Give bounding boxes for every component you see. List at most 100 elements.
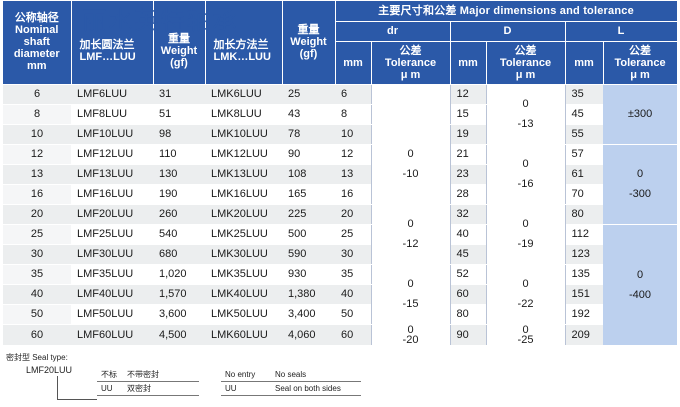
header-weight-2: 重量 Weight (gf) (282, 1, 336, 85)
tol-D-3-upper: 0 (522, 218, 529, 230)
header-weight-2-cn: 重量 (297, 24, 320, 37)
cell-lmf: LMF60LUU (71, 324, 153, 346)
header-weight-1-cn: 重量 (168, 33, 190, 46)
cell-lmk: LMK6LUU (205, 84, 282, 105)
table-header: 公称轴径 Nominal shaft diameter mm 加长圆法兰 LMF… (3, 1, 678, 85)
table-row: 8 LMF8LUU 51 LMK8LUU 43 8 15 45 (3, 104, 677, 125)
cell-dr: 6 (335, 84, 371, 105)
cell-lmk: LMK50LUU (205, 304, 282, 325)
cell-lmk: LMK10LUU (205, 124, 282, 145)
header-dr-tol-cn: 公差 (399, 44, 422, 57)
cell-lmf: LMF10LUU (71, 124, 153, 145)
cell-D: 90 (450, 324, 486, 346)
table-row: 40 LMF40LUU 1,570 LMK40LUU 1,380 40 60 1… (3, 284, 677, 305)
table-row: 60 LMF60LUU 4,500 LMK60LUU 4,060 60 0 -20… (3, 324, 677, 346)
cell-weight-1: 190 (153, 184, 205, 205)
tol-D-2-lower: -16 (517, 178, 534, 190)
header-D-tol-cn: 公差 (514, 44, 537, 57)
cell-lmf: LMF30LUU (71, 244, 153, 265)
cell-D: 60 (450, 284, 486, 305)
table-row: 30 LMF30LUU 680 LMK30LUU 590 30 45 123 (3, 244, 677, 265)
header-lmf-code: LMF…LUU (79, 51, 136, 64)
cell-weight-2: 590 (282, 244, 335, 265)
cell-dr: 12 (335, 144, 371, 165)
cell-shaft: 25 (3, 224, 71, 245)
cell-weight-2: 4,060 (282, 324, 335, 346)
seal-code-en: No entry (221, 368, 271, 382)
cell-shaft: 16 (3, 184, 71, 205)
cell-L: 123 (565, 244, 603, 265)
cell-L: 35 (565, 84, 603, 105)
cell-D: 19 (450, 124, 486, 145)
table-row: 12 LMF12LUU 110 LMK12LUU 90 12 21 0 -16 5… (3, 144, 678, 225)
cell-shaft: 8 (3, 104, 71, 125)
cell-L: 80 (565, 204, 603, 225)
tol-dr-3-upper: 0 (407, 218, 414, 230)
cell-lmk: LMK16LUU (205, 184, 282, 205)
table-body: 6 LMF6LUU 31 LMK6LUU 25 6 12 0 -13 35 ±30… (3, 84, 678, 346)
cell-dr: 25 (335, 224, 371, 245)
header-lmf-spacer (80, 21, 150, 39)
header-lmk-spacer (214, 21, 279, 39)
cell-L: 151 (565, 284, 603, 305)
cell-weight-1: 1,020 (153, 264, 205, 285)
cell-weight-2: 108 (282, 164, 335, 185)
seal-desc-en: No seals (271, 368, 361, 382)
cell-weight-1: 3,600 (153, 304, 205, 325)
cell-L: 209 (565, 324, 603, 346)
cell-weight-1: 130 (153, 164, 205, 185)
header-L-tol-cn: 公差 (629, 44, 652, 57)
cell-weight-2: 90 (282, 144, 335, 165)
header-D-tol-en: Tolerance (499, 56, 552, 69)
cell-weight-1: 540 (153, 224, 205, 245)
header-dr-mm: mm (335, 41, 372, 85)
header-dr-tol: 公差 Tolerance μ m (371, 41, 451, 85)
tol-dr-3-lower: -12 (402, 238, 419, 250)
cell-weight-1: 260 (153, 204, 205, 225)
cell-lmf: LMF20LUU (71, 204, 153, 225)
cell-dr: 60 (335, 324, 371, 346)
header-shaft-en1: Nominal (15, 24, 59, 37)
tol-D-5-upper: 0 (522, 324, 529, 336)
seal-desc-en: Seal on both sides (271, 381, 361, 396)
cell-lmf: LMF8LUU (71, 104, 153, 125)
tol-D-1-lower: -13 (517, 118, 534, 130)
header-weight-1-spacer (157, 15, 202, 33)
tol-dr-5-lower: -20 (402, 333, 419, 345)
table-row: 16 LMF16LUU 190 LMK16LUU 165 16 28 70 (3, 184, 677, 205)
seal-desc-cn: 不带密封 (123, 368, 199, 382)
cell-dr: 30 (335, 244, 371, 265)
cell-weight-2: 930 (282, 264, 335, 285)
header-lmf-cn: 加长圆法兰 (79, 39, 135, 52)
tol-D-3-lower: -19 (517, 238, 534, 250)
cell-shaft: 50 (3, 304, 71, 325)
cell-shaft: 60 (3, 324, 71, 346)
cell-lmk: LMK13LUU (205, 164, 282, 185)
cell-D: 52 (450, 264, 486, 285)
cell-L: 70 (565, 184, 603, 205)
tol-D-2-upper: 0 (522, 158, 529, 170)
tol-L-3-lower: -400 (629, 288, 652, 301)
seal-connector-vertical (57, 376, 58, 400)
header-lmf: 加长圆法兰 LMF…LUU (71, 1, 154, 85)
cell-lmk: LMK30LUU (205, 244, 282, 265)
cell-lmk: LMK40LUU (205, 284, 282, 305)
cell-weight-1: 680 (153, 244, 205, 265)
tol-L-3-upper: 0 (636, 268, 644, 281)
table-row: 50 LMF50LUU 3,600 LMK50LUU 3,400 50 80 1… (3, 304, 677, 325)
tol-dr-2-upper: 0 (407, 148, 414, 160)
cell-weight-2: 165 (282, 184, 335, 205)
cell-L: 45 (565, 104, 603, 125)
spec-table: 公称轴径 Nominal shaft diameter mm 加长圆法兰 LMF… (3, 1, 678, 346)
seal-code-en: UU (221, 381, 271, 396)
cell-lmk: LMK60LUU (205, 324, 282, 346)
cell-dr: 13 (335, 164, 371, 185)
cell-D: 21 (450, 144, 486, 165)
cell-weight-2: 500 (282, 224, 335, 245)
table-row: 13 LMF13LUU 130 LMK13LUU 108 13 23 61 (3, 164, 677, 185)
seal-desc-cn: 双密封 (123, 381, 199, 396)
tol-D-group-5: 0 -25 (485, 324, 566, 346)
tol-dr-2-lower: -10 (402, 168, 419, 180)
tol-dr-group-1 (370, 84, 451, 125)
